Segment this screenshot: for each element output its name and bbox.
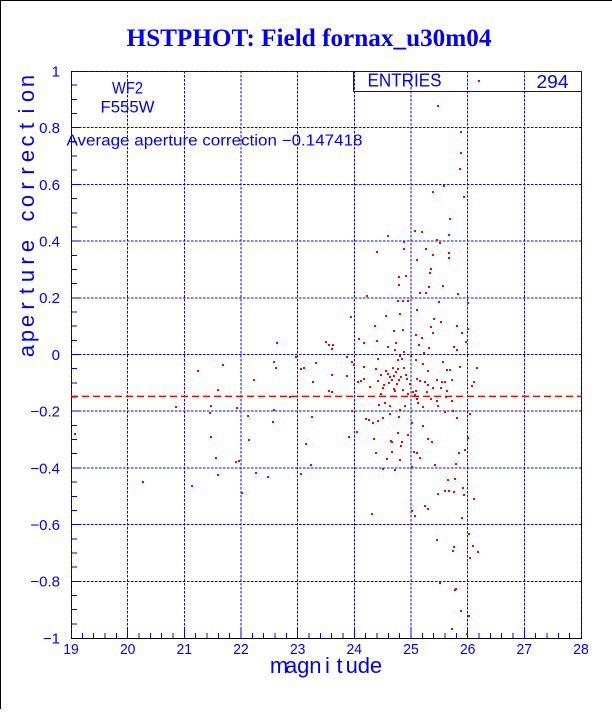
svg-text:20: 20 — [120, 641, 136, 658]
svg-text:0.6: 0.6 — [39, 177, 60, 194]
svg-text:21: 21 — [177, 641, 193, 658]
svg-text:0.2: 0.2 — [39, 290, 60, 307]
svg-text:25: 25 — [403, 641, 419, 658]
svg-text:WF2: WF2 — [112, 79, 143, 98]
svg-text:294: 294 — [537, 72, 569, 92]
svg-text:−0.2: −0.2 — [30, 404, 60, 421]
svg-text:ENTRIES: ENTRIES — [368, 71, 442, 91]
svg-text:24: 24 — [347, 641, 363, 658]
svg-text:−1: −1 — [43, 630, 60, 647]
svg-text:1: 1 — [52, 63, 60, 80]
svg-text:−0.8: −0.8 — [30, 574, 60, 591]
svg-text:19: 19 — [63, 641, 79, 658]
svg-text:28: 28 — [573, 641, 589, 658]
svg-text:F555W: F555W — [101, 98, 155, 117]
svg-text:0.8: 0.8 — [39, 120, 60, 137]
svg-text:22: 22 — [233, 641, 249, 658]
svg-text:aperturecorrection: aperturecorrection — [14, 75, 39, 357]
svg-text:0.4: 0.4 — [39, 234, 60, 251]
svg-text:Average aperture correction −0: Average aperture correction −0.147418 — [67, 133, 363, 150]
svg-text:−0.4: −0.4 — [30, 460, 60, 477]
svg-text:27: 27 — [517, 641, 533, 658]
svg-text:0: 0 — [52, 347, 60, 364]
svg-text:HSTPHOT: Field fornax_u30m04: HSTPHOT: Field fornax_u30m04 — [127, 25, 492, 52]
svg-text:26: 26 — [460, 641, 476, 658]
svg-text:−0.6: −0.6 — [30, 517, 60, 534]
svg-text:23: 23 — [290, 641, 306, 658]
